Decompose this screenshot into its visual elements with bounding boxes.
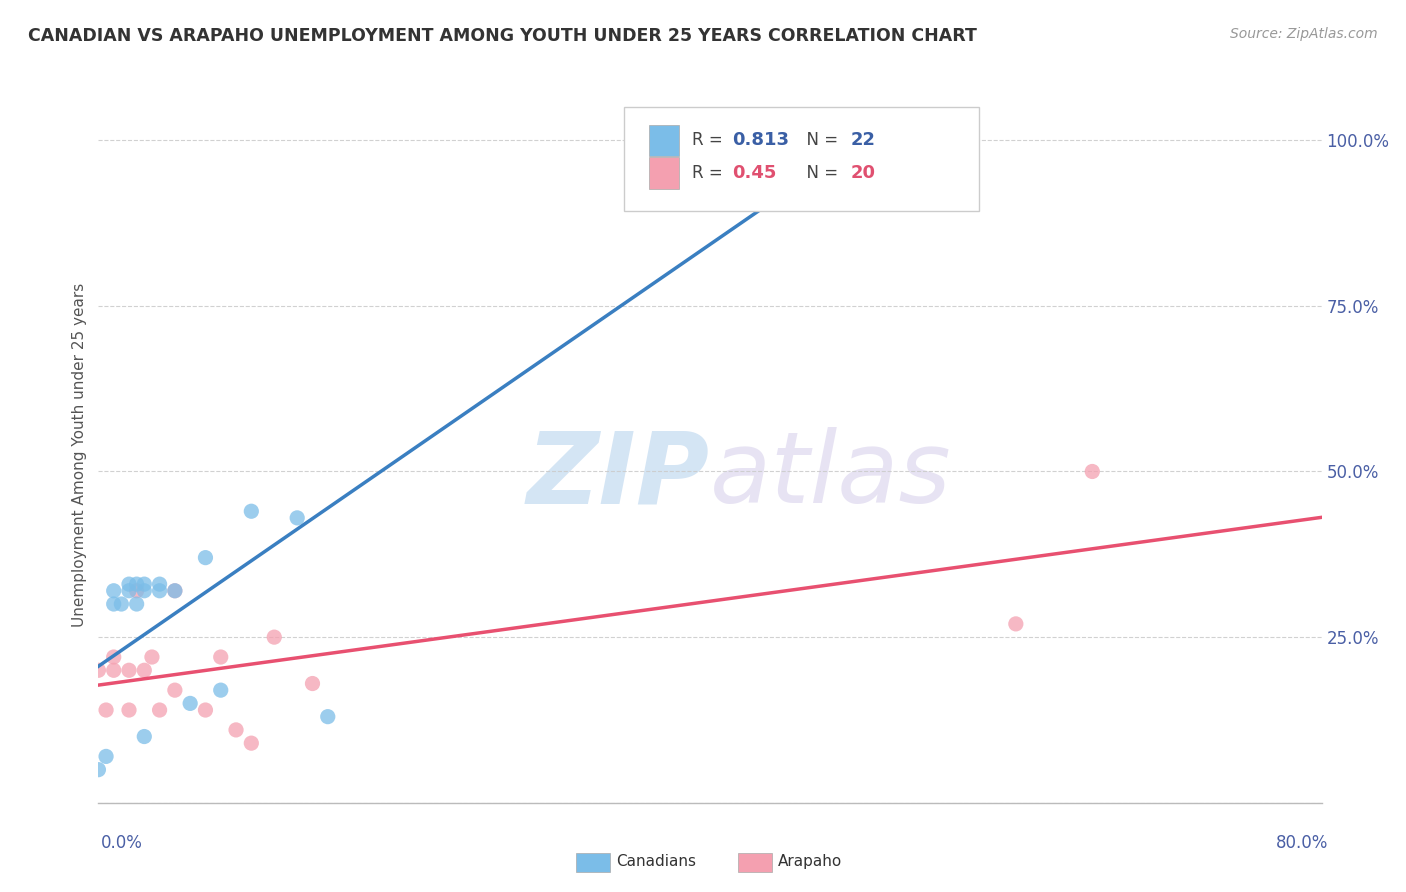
- Point: [194, 550, 217, 565]
- Point: [103, 663, 125, 677]
- Point: [301, 676, 323, 690]
- Bar: [648, 158, 679, 189]
- Text: atlas: atlas: [710, 427, 952, 524]
- Point: [163, 683, 186, 698]
- Point: [118, 703, 141, 717]
- Point: [103, 597, 125, 611]
- Point: [209, 650, 232, 665]
- Point: [94, 749, 117, 764]
- Point: [240, 736, 263, 750]
- Point: [94, 703, 117, 717]
- Point: [110, 597, 132, 611]
- Point: [759, 133, 782, 147]
- Y-axis label: Unemployment Among Youth under 25 years: Unemployment Among Youth under 25 years: [72, 283, 87, 627]
- Point: [1081, 465, 1104, 479]
- Point: [149, 577, 172, 591]
- Point: [134, 730, 156, 744]
- Point: [103, 650, 125, 665]
- Point: [118, 577, 141, 591]
- Point: [149, 583, 172, 598]
- Point: [125, 583, 148, 598]
- Point: [118, 583, 141, 598]
- Point: [118, 663, 141, 677]
- Point: [179, 697, 201, 711]
- Text: N =: N =: [796, 131, 844, 150]
- Point: [134, 577, 156, 591]
- Text: 22: 22: [851, 131, 876, 150]
- Text: 0.0%: 0.0%: [101, 834, 143, 852]
- FancyBboxPatch shape: [624, 107, 979, 211]
- Point: [163, 583, 186, 598]
- Point: [240, 504, 263, 518]
- Text: Canadians: Canadians: [616, 855, 696, 869]
- Text: 80.0%: 80.0%: [1277, 834, 1329, 852]
- Point: [141, 650, 163, 665]
- Point: [87, 763, 110, 777]
- Point: [194, 703, 217, 717]
- Text: Source: ZipAtlas.com: Source: ZipAtlas.com: [1230, 27, 1378, 41]
- Text: 20: 20: [851, 164, 876, 182]
- Point: [134, 663, 156, 677]
- Point: [125, 597, 148, 611]
- Text: R =: R =: [692, 164, 728, 182]
- Text: 0.813: 0.813: [733, 131, 789, 150]
- Text: N =: N =: [796, 164, 844, 182]
- Text: R =: R =: [692, 131, 728, 150]
- Point: [134, 583, 156, 598]
- Text: 0.45: 0.45: [733, 164, 776, 182]
- Point: [87, 663, 110, 677]
- Point: [125, 577, 148, 591]
- Point: [316, 709, 339, 723]
- Text: CANADIAN VS ARAPAHO UNEMPLOYMENT AMONG YOUTH UNDER 25 YEARS CORRELATION CHART: CANADIAN VS ARAPAHO UNEMPLOYMENT AMONG Y…: [28, 27, 977, 45]
- Point: [163, 583, 186, 598]
- Point: [285, 511, 308, 525]
- Text: ZIP: ZIP: [527, 427, 710, 524]
- Point: [225, 723, 247, 737]
- Point: [1004, 616, 1026, 631]
- Point: [263, 630, 285, 644]
- Point: [209, 683, 232, 698]
- Text: Arapaho: Arapaho: [778, 855, 842, 869]
- Bar: [648, 125, 679, 156]
- Point: [103, 583, 125, 598]
- Point: [149, 703, 172, 717]
